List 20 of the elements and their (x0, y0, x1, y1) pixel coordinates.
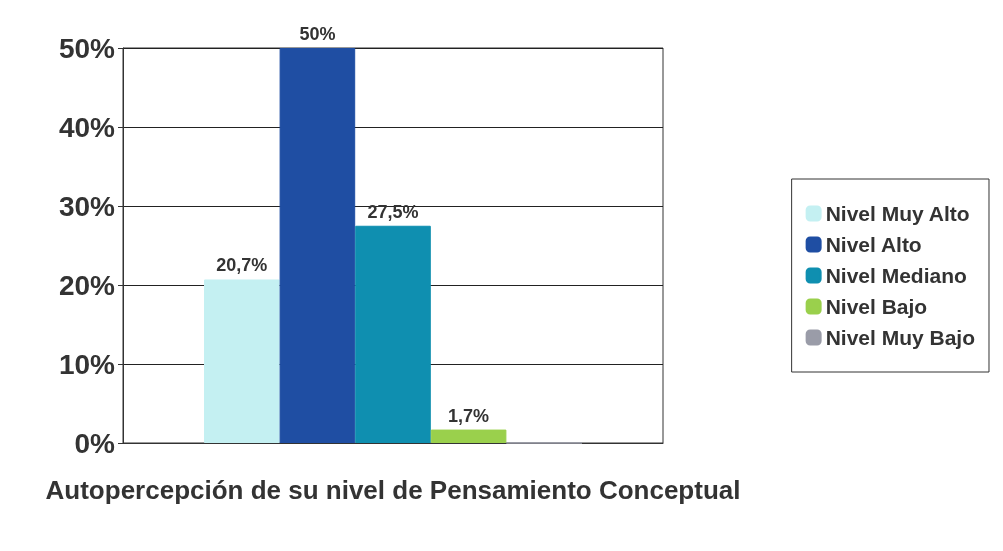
x-axis-title: Autopercepción de su nivel de Pensamiento Conceptual (45, 475, 741, 505)
y-tick-label: 30% (58, 190, 116, 222)
y-tick-label: 50% (58, 32, 116, 64)
y-tick-label: 40% (58, 111, 116, 143)
bar (204, 279, 280, 443)
data-label: 20,7% (216, 255, 268, 276)
bar (355, 225, 431, 443)
legend-label: Nivel Muy Alto (825, 202, 970, 225)
data-label: 50% (299, 24, 336, 44)
y-tick-label: 20% (58, 269, 116, 301)
bar (279, 48, 356, 443)
legend-label: Nivel Muy Bajo (825, 326, 976, 349)
legend-label: Nivel Mediano (825, 264, 967, 287)
bar (430, 429, 507, 443)
legend-label: Nivel Alto (825, 233, 922, 256)
data-label: 27,5% (367, 201, 419, 222)
legend-label: Nivel Bajo (825, 295, 928, 318)
y-tick-label: 10% (58, 348, 116, 380)
data-label: 1,7% (448, 405, 490, 426)
y-tick-label: 0% (74, 427, 116, 459)
